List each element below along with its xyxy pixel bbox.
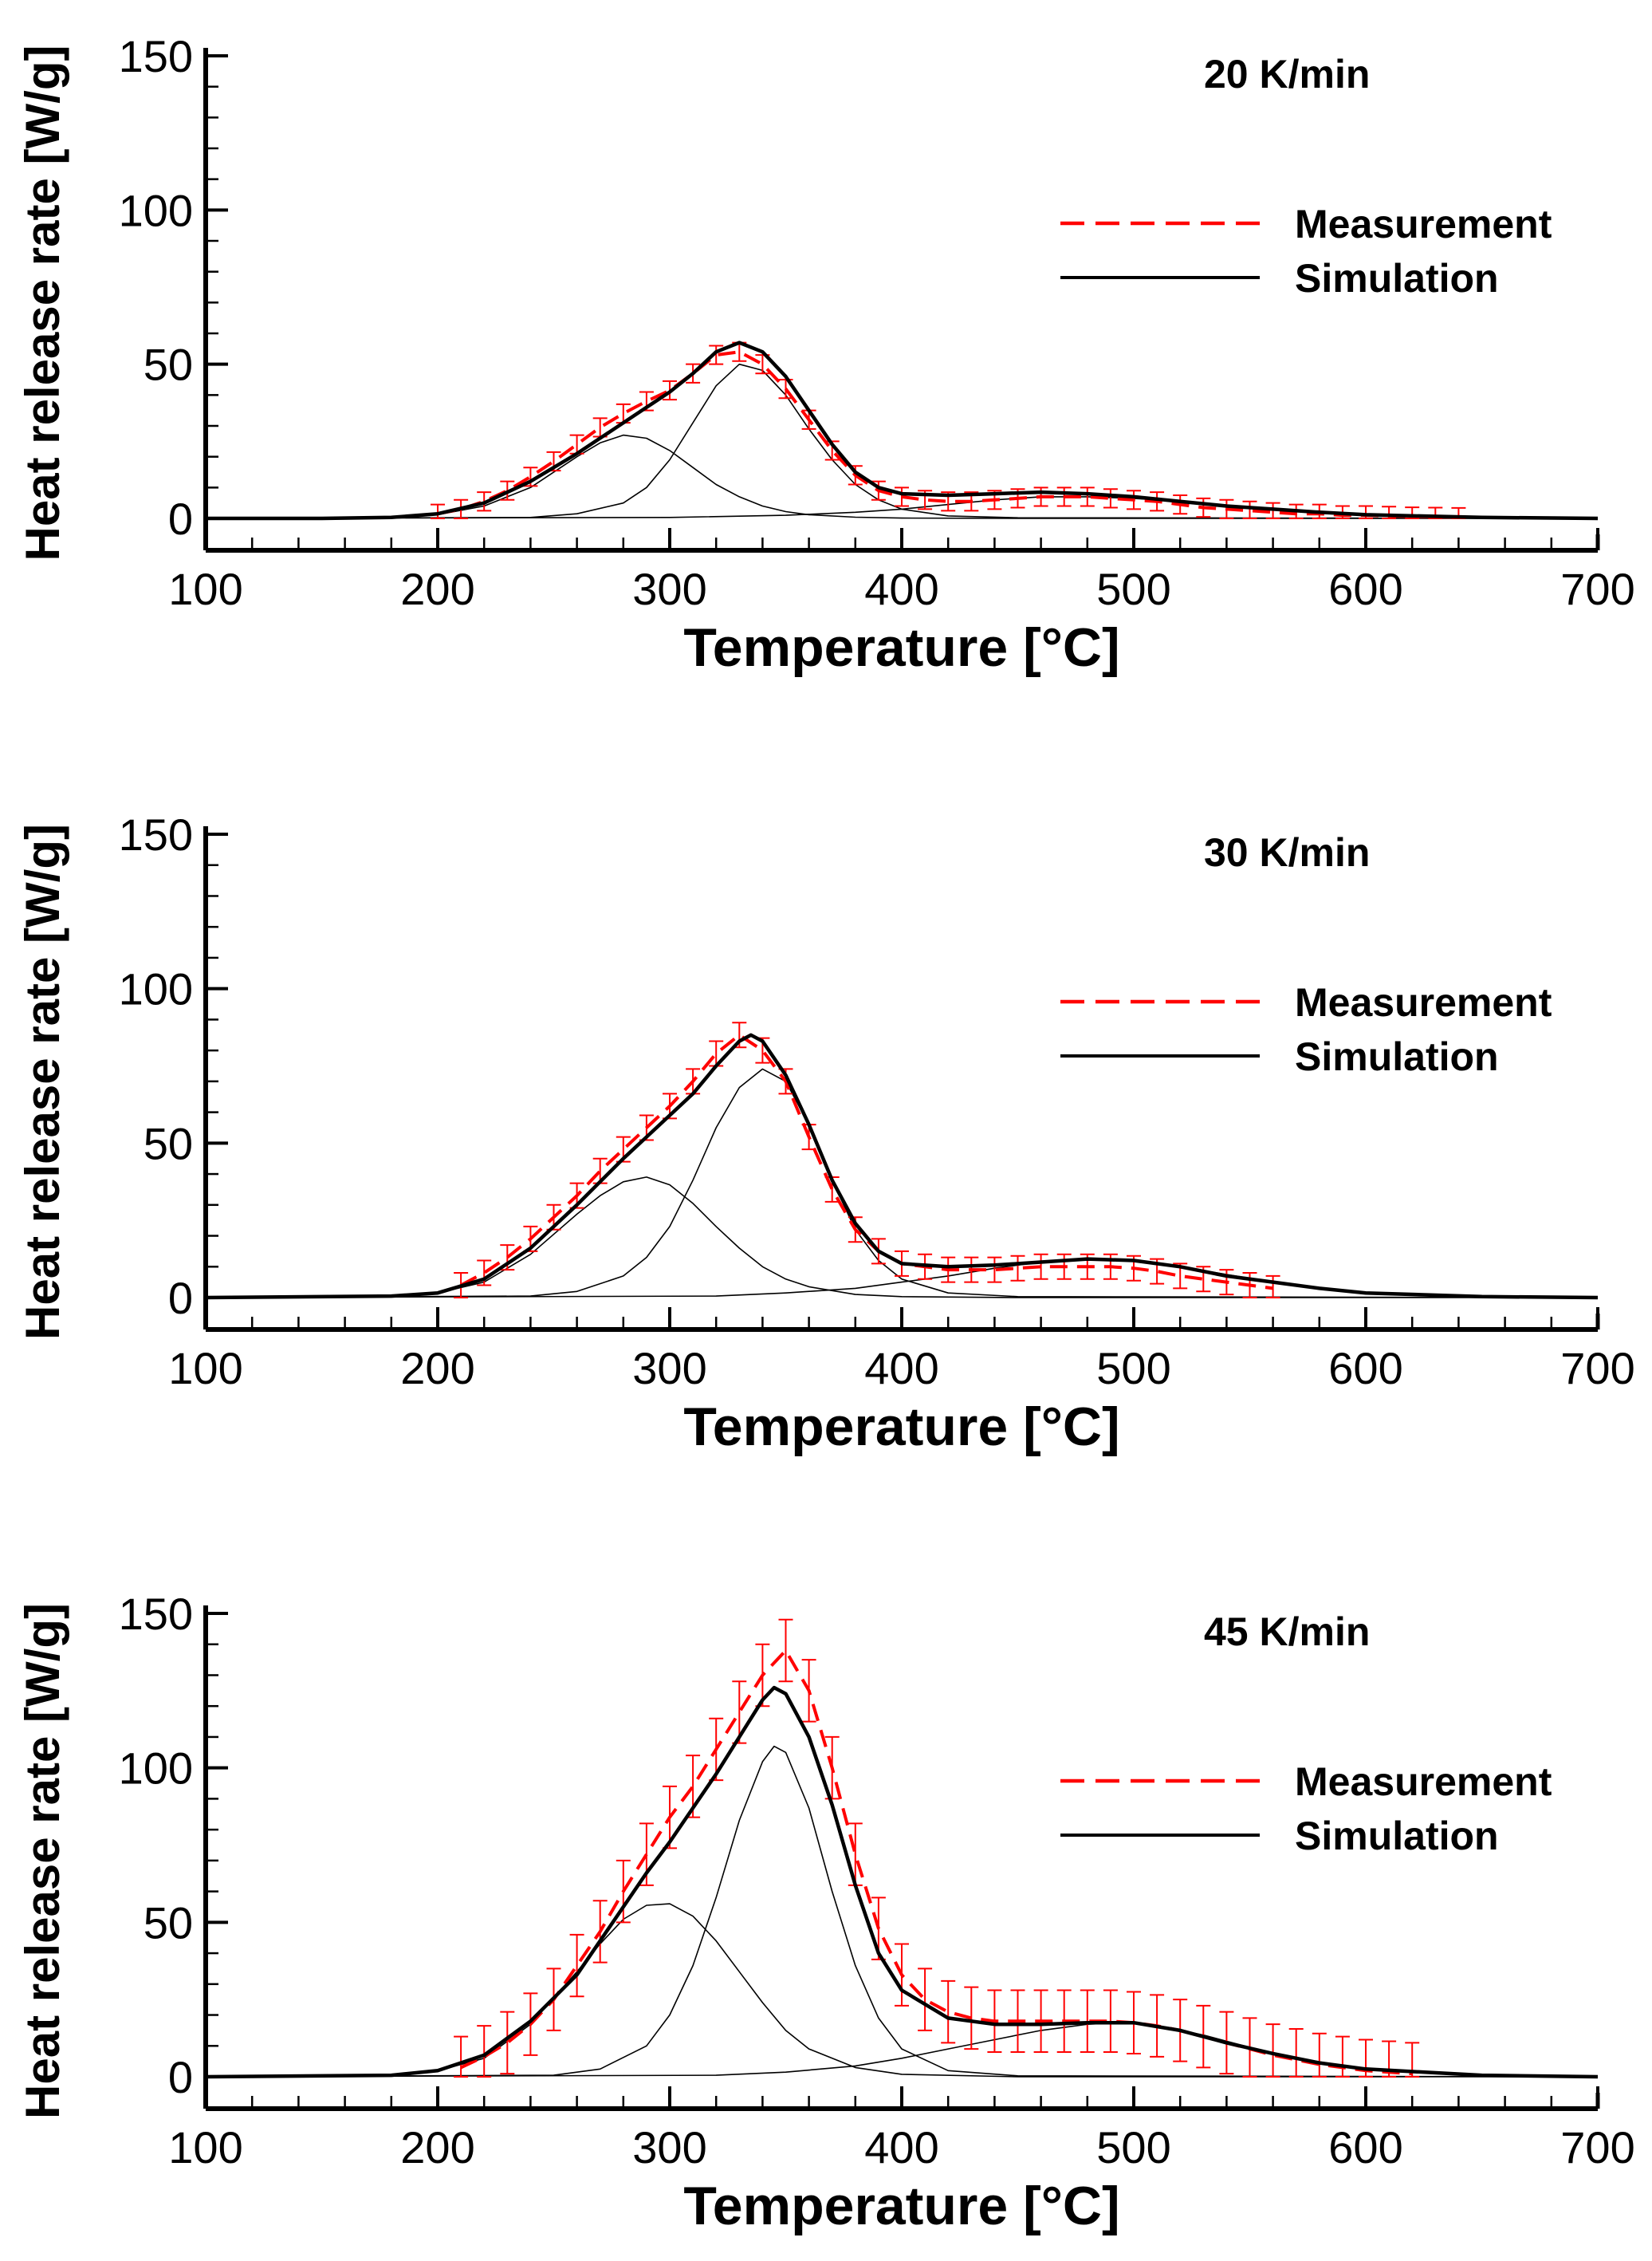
y-axis-label: Heat release rate [W/g]	[16, 45, 69, 561]
x-tick-label: 600	[1328, 2122, 1402, 2172]
chart-panel-2: 100 200 300 400 500 600 700 0 50 100 150 Temperatur…	[16, 809, 1635, 1457]
x-tick-label: 600	[1328, 564, 1402, 614]
x-tick-label: 700	[1560, 564, 1634, 614]
heating-rate-annotation: 30 K/min	[1204, 830, 1370, 875]
simulation-curve	[205, 1685, 1599, 2079]
x-tick-label: 200	[400, 2122, 474, 2172]
x-tick-label: 100	[168, 564, 242, 614]
x-axis-label: Temperature [°C]	[683, 617, 1119, 678]
y-tick-label: 150	[119, 31, 193, 81]
x-tick-label: 600	[1328, 1343, 1402, 1393]
x-tick-label: 300	[632, 2122, 706, 2172]
legend-measurement-label: Measurement	[1295, 202, 1552, 246]
y-tick-label: 100	[119, 1743, 193, 1794]
x-tick-label: 100	[168, 2122, 242, 2172]
legend-simulation-label: Simulation	[1295, 256, 1499, 301]
x-tick-label: 700	[1560, 2122, 1634, 2172]
measurement-curve	[437, 350, 1459, 519]
y-tick-label: 100	[119, 185, 193, 235]
y-axis-label: Heat release rate [W/g]	[16, 824, 69, 1340]
simulation-curve	[205, 1033, 1599, 1300]
x-tick-label: 400	[864, 2122, 938, 2172]
x-tick-label: 200	[400, 564, 474, 614]
x-tick-label: 300	[632, 1343, 706, 1393]
legend-simulation-label: Simulation	[1295, 1814, 1499, 1858]
legend: Measurement Simulation	[1060, 202, 1552, 301]
y-tick-label: 0	[168, 2052, 193, 2102]
x-axis-label: Temperature [°C]	[683, 1396, 1119, 1457]
x-tick-label: 700	[1560, 1343, 1634, 1393]
simulation-curve	[206, 341, 1599, 521]
error-bars	[454, 1618, 1420, 2078]
y-axis-label: Heat release rate [W/g]	[16, 1603, 69, 2119]
y-tick-label: 0	[168, 1273, 193, 1323]
x-tick-label: 500	[1096, 2122, 1170, 2172]
legend-measurement-label: Measurement	[1295, 1759, 1552, 1804]
y-tick-label: 50	[144, 1897, 193, 1948]
x-tick-label: 400	[864, 564, 938, 614]
error-bars	[431, 341, 1466, 519]
x-tick-label: 100	[168, 1343, 242, 1393]
component-curve	[205, 1068, 1599, 1298]
legend: Measurement Simulation	[1060, 1759, 1552, 1858]
y-tick-label: 150	[119, 1589, 193, 1639]
heating-rate-annotation: 20 K/min	[1204, 52, 1370, 97]
legend-simulation-label: Simulation	[1295, 1034, 1499, 1079]
legend: Measurement Simulation	[1060, 980, 1552, 1079]
x-tick-label: 500	[1096, 1343, 1170, 1393]
x-tick-label: 500	[1096, 564, 1170, 614]
x-tick-label: 400	[864, 1343, 938, 1393]
y-tick-label: 0	[168, 494, 193, 544]
y-tick-label: 150	[119, 809, 193, 860]
chart-panel-3: 100 200 300 400 500 600 700 0 50 100 150 Temperatur…	[16, 1589, 1635, 2236]
chart-panel-1: 100 200 300 400 500 600 700 0 50 100 150 Temperatur…	[16, 31, 1635, 678]
y-tick-label: 50	[144, 340, 193, 390]
x-tick-label: 300	[632, 564, 706, 614]
x-tick-label: 200	[400, 1343, 474, 1393]
y-tick-label: 50	[144, 1118, 193, 1168]
component-curve	[205, 1745, 1599, 2078]
measurement-curve	[460, 1033, 1273, 1290]
y-tick-label: 100	[119, 964, 193, 1014]
legend-measurement-label: Measurement	[1295, 980, 1552, 1025]
component-curve	[205, 1176, 1598, 1298]
component-curve	[205, 434, 1598, 519]
error-bars	[454, 1022, 1280, 1298]
heating-rate-annotation: 45 K/min	[1204, 1609, 1370, 1654]
x-axis-label: Temperature [°C]	[683, 2176, 1119, 2236]
